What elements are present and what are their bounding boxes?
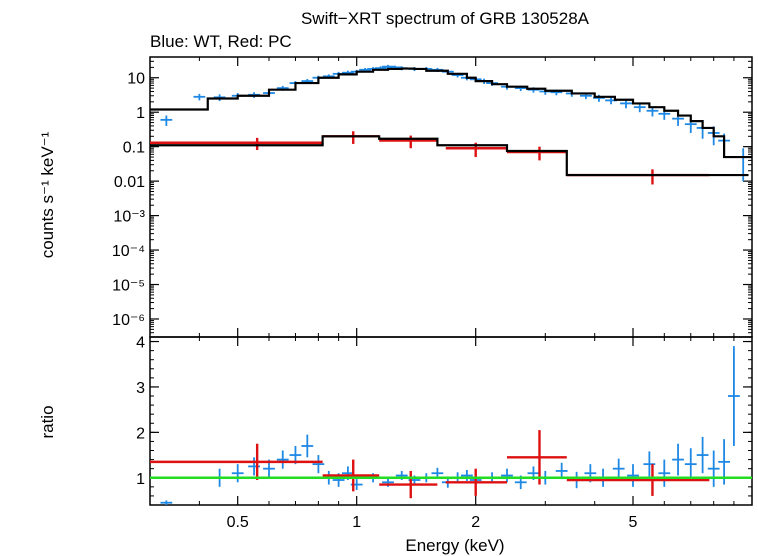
data-point bbox=[658, 459, 671, 487]
y-tick-label: 10⁻⁵ bbox=[112, 278, 145, 295]
data-point bbox=[301, 434, 314, 458]
model-step-line bbox=[150, 135, 749, 177]
series-pc-model bbox=[150, 135, 749, 177]
data-point bbox=[684, 448, 697, 481]
x-axis-label: Energy (keV) bbox=[405, 536, 504, 555]
data-point bbox=[728, 346, 740, 446]
data-point bbox=[150, 137, 323, 151]
x-tick-label: 1 bbox=[352, 514, 361, 531]
series-wt bbox=[160, 64, 750, 182]
data-point bbox=[620, 99, 632, 109]
plot-frame bbox=[149, 56, 753, 338]
y-tick-label: 1 bbox=[136, 471, 145, 488]
data-point bbox=[707, 450, 720, 487]
y-tick-label: 4 bbox=[136, 335, 145, 352]
y-tick-label: 10⁻⁶ bbox=[112, 312, 145, 329]
data-point bbox=[231, 464, 244, 483]
series-pc-ratio bbox=[150, 430, 710, 499]
y-tick-label: 3 bbox=[136, 380, 145, 397]
data-point bbox=[150, 443, 323, 481]
data-point bbox=[160, 115, 173, 126]
y-tick-label: 0.01 bbox=[114, 174, 145, 191]
data-point bbox=[379, 135, 438, 149]
data-point bbox=[633, 103, 646, 113]
data-point bbox=[672, 443, 684, 476]
series-wt-model bbox=[150, 67, 752, 159]
data-point bbox=[193, 93, 206, 101]
y-tick-label: 10⁻⁴ bbox=[112, 243, 145, 260]
data-point bbox=[506, 146, 567, 161]
y-tick-label: 0.1 bbox=[123, 140, 145, 157]
data-point bbox=[460, 470, 473, 481]
ratio-panel: 1 2 3 4 0.5 1 2 5 bbox=[136, 335, 753, 531]
spectrum-panel: 10⁻⁶ 10⁻⁵ 10⁻⁴ 10⁻³ 0.01 0.1 1 10 bbox=[112, 56, 753, 338]
data-point bbox=[379, 470, 438, 499]
data-point bbox=[566, 169, 710, 185]
y-tick-label: 2 bbox=[136, 425, 145, 442]
data-point bbox=[737, 148, 750, 182]
y-tick-label: 1 bbox=[136, 105, 145, 122]
series-wt-ratio bbox=[160, 346, 740, 505]
model-step-line bbox=[150, 67, 752, 159]
data-point bbox=[566, 464, 710, 496]
y-tick-label: 10⁻³ bbox=[113, 209, 145, 226]
chart-subtitle: Blue: WT, Red: PC bbox=[150, 32, 292, 51]
x-tick-label: 2 bbox=[471, 514, 480, 531]
data-point bbox=[312, 455, 325, 474]
data-point bbox=[555, 462, 568, 480]
x-tick-label: 0.5 bbox=[227, 514, 249, 531]
data-point bbox=[322, 459, 380, 492]
y-axis-label-spectrum: counts s⁻¹ keV⁻¹ bbox=[38, 131, 57, 258]
data-point bbox=[646, 106, 659, 117]
data-point bbox=[612, 458, 625, 479]
data-point bbox=[501, 468, 513, 483]
chart-title: Swift−XRT spectrum of GRB 130528A bbox=[301, 9, 590, 28]
data-point bbox=[276, 450, 289, 469]
data-point bbox=[322, 131, 380, 144]
data-point bbox=[696, 436, 709, 474]
data-point bbox=[506, 430, 567, 485]
y-axis-label-ratio: ratio bbox=[38, 405, 57, 438]
data-point bbox=[160, 500, 173, 505]
data-point bbox=[445, 468, 507, 496]
plot-frame bbox=[149, 336, 753, 506]
x-tick-label: 5 bbox=[629, 514, 638, 531]
y-tick-label: 10 bbox=[127, 71, 145, 88]
data-point bbox=[627, 464, 639, 487]
